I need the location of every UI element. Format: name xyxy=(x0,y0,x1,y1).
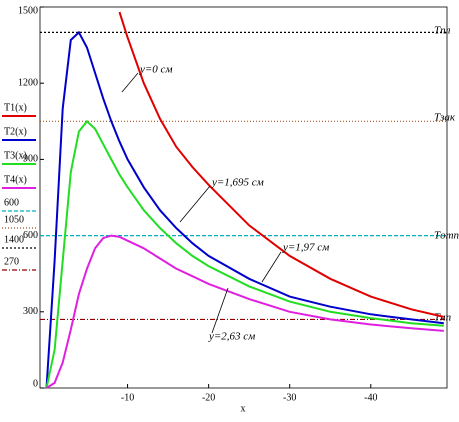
reference-tag: Tзак xyxy=(434,112,456,124)
annotation-pointer xyxy=(211,287,229,334)
annotation: y=0 см xyxy=(139,64,172,76)
annotation-pointer xyxy=(261,251,282,283)
y-tick-label: 600 xyxy=(23,230,38,241)
legend-label: T2(x) xyxy=(4,126,27,137)
legend-label: T4(x) xyxy=(4,174,27,185)
x-tick-label: -40 xyxy=(364,392,377,403)
legend-label: 270 xyxy=(4,256,19,267)
annotation: y=2,63 см xyxy=(208,331,255,343)
legend-label: T1(x) xyxy=(4,102,27,113)
series-line xyxy=(45,119,444,389)
legend-label: 1400 xyxy=(4,234,24,245)
reference-tag: Tпл xyxy=(434,25,451,37)
x-tick-label: -10 xyxy=(121,392,134,403)
annotation: y=1,695 см xyxy=(211,177,264,189)
x-tick-label: -30 xyxy=(283,392,296,403)
annotation: y=1,97 см xyxy=(282,242,329,254)
y-tick-label: 1200 xyxy=(18,77,38,88)
x-axis-label: x xyxy=(241,403,246,414)
reference-tag: Tотп xyxy=(434,230,459,242)
y-tick-label: 900 xyxy=(23,154,38,165)
series-line xyxy=(118,11,445,318)
legend-label: 600 xyxy=(4,197,19,208)
series-line xyxy=(45,234,444,389)
legend-label: T3(x) xyxy=(4,150,27,161)
legend-label: 1050 xyxy=(4,214,24,225)
y-tick-label: 0 xyxy=(33,378,38,389)
x-tick-label: -20 xyxy=(202,392,215,403)
annotation-pointer xyxy=(179,185,211,223)
y-tick-label: 1500 xyxy=(18,5,38,16)
plot-frame xyxy=(39,6,448,389)
series-line xyxy=(45,30,444,389)
annotation-pointer xyxy=(121,72,139,93)
y-tick-label: 300 xyxy=(23,306,38,317)
